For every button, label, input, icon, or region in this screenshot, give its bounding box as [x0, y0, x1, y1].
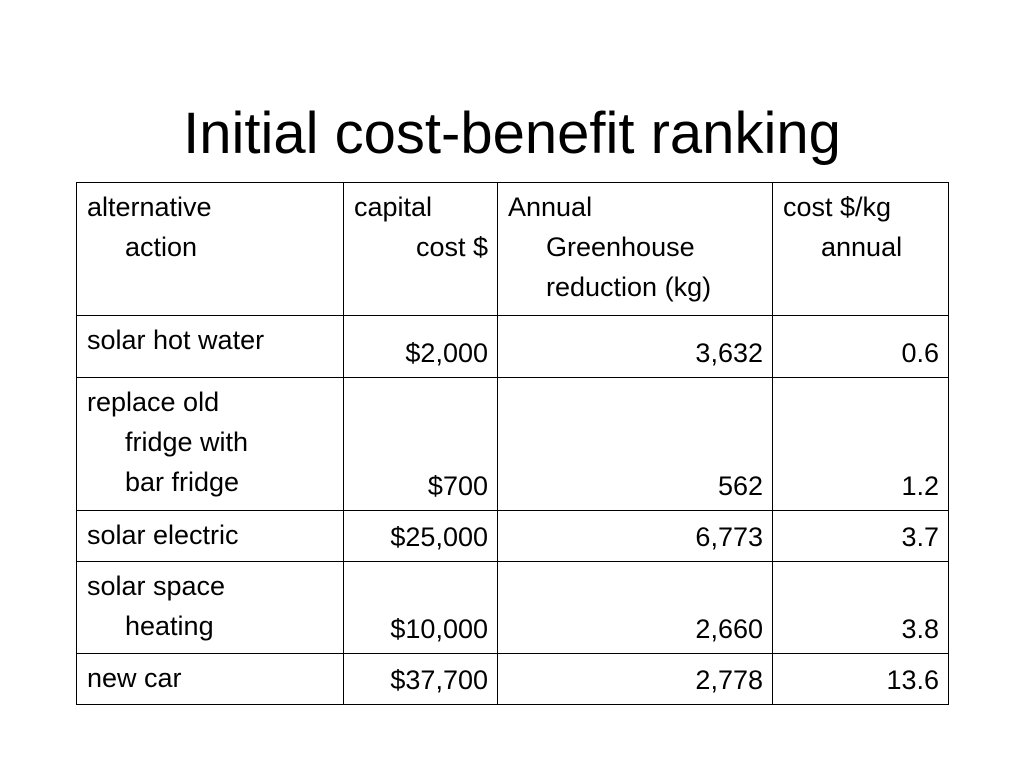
alternative-cell: replace old fridge with bar fridge: [76, 377, 344, 511]
alternative-line: solar space: [87, 571, 226, 601]
table-header-row: alternative action capital cost $ Annual…: [76, 182, 949, 316]
header-line: reduction (kg): [546, 272, 712, 302]
header-annual-reduction: Annual Greenhouse reduction (kg): [497, 182, 773, 316]
alternative-line: solar electric: [87, 520, 239, 550]
table-row: solar space heating $10,000 2,660 3.8: [76, 561, 949, 654]
slide-title: Initial cost-benefit ranking: [183, 101, 841, 166]
cost-per-kg-cell: 0.6: [772, 315, 949, 378]
cost-per-kg-cell: 13.6: [772, 653, 949, 705]
header-line: action: [125, 232, 198, 262]
header-line: cost $/kg: [783, 192, 892, 222]
capital-cost-cell: $25,000: [343, 510, 498, 562]
alternative-line: replace old: [87, 387, 220, 417]
header-line: cost $: [415, 232, 488, 262]
annual-reduction-cell: 2,660: [497, 561, 773, 654]
header-line: Greenhouse: [546, 232, 695, 262]
table-row: new car $37,700 2,778 13.6: [76, 653, 949, 705]
alternative-line: fridge with: [125, 427, 249, 457]
header-cost-per-kg: cost $/kg annual: [772, 182, 949, 316]
capital-cost-cell: $2,000: [343, 315, 498, 378]
header-line: annual: [821, 232, 903, 262]
alternative-cell: new car: [76, 653, 344, 705]
alternative-cell: solar electric: [76, 510, 344, 562]
alternative-line: new car: [87, 663, 182, 693]
table-row: solar electric $25,000 6,773 3.7: [76, 510, 949, 562]
alternative-cell: solar hot water: [76, 315, 344, 378]
annual-reduction-cell: 2,778: [497, 653, 773, 705]
annual-reduction-cell: 562: [497, 377, 773, 511]
alternative-cell: solar space heating: [76, 561, 344, 654]
header-line: Annual: [508, 192, 593, 222]
capital-cost-cell: $700: [343, 377, 498, 511]
cost-per-kg-cell: 3.7: [772, 510, 949, 562]
alternative-line: heating: [125, 611, 214, 641]
header-capital-cost: capital cost $: [343, 182, 498, 316]
capital-cost-cell: $37,700: [343, 653, 498, 705]
alternative-line: bar fridge: [125, 467, 240, 497]
cost-benefit-table: alternative action capital cost $ Annual…: [76, 182, 949, 705]
header-line: capital: [354, 192, 433, 222]
header-line: alternative: [87, 192, 212, 222]
annual-reduction-cell: 6,773: [497, 510, 773, 562]
alternative-line: solar hot water: [87, 325, 265, 355]
table-row: solar hot water $2,000 3,632 0.6: [76, 315, 949, 378]
capital-cost-cell: $10,000: [343, 561, 498, 654]
cost-per-kg-cell: 3.8: [772, 561, 949, 654]
header-alternative-action: alternative action: [76, 182, 344, 316]
cost-per-kg-cell: 1.2: [772, 377, 949, 511]
annual-reduction-cell: 3,632: [497, 315, 773, 378]
table-row: replace old fridge with bar fridge $700 …: [76, 377, 949, 511]
